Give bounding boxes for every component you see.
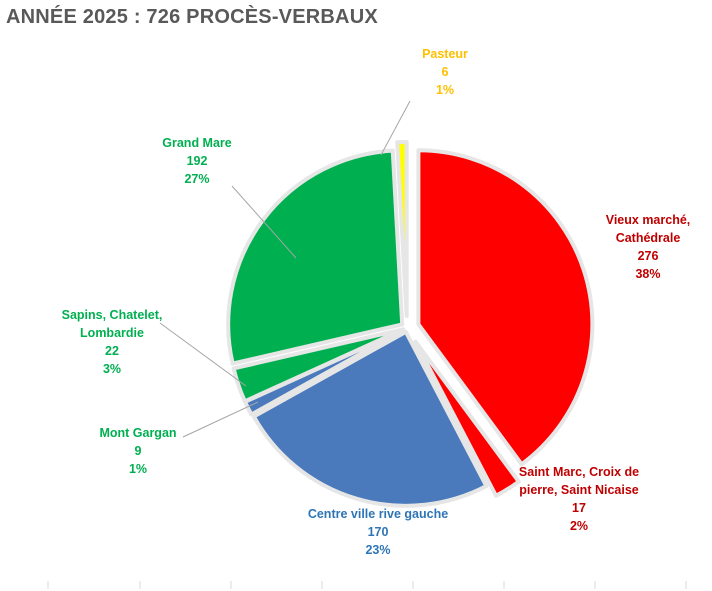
data-label-pasteur: Pasteur 6 1% [422, 47, 468, 97]
data-label-grand-mare: Grand Mare 192 27% [162, 136, 232, 186]
pie-slice-grand-mare [226, 148, 405, 366]
data-label-centre-ville-rive-gauche: Centre ville rive gauche 170 23% [308, 507, 448, 557]
data-label-mont-gargan: Mont Gargan 9 1% [99, 426, 176, 476]
pie-slice-saint-marc-croix-de-pierre-saint-nicaise [413, 339, 521, 498]
leader-line-pasteur [380, 100, 411, 156]
data-label-sapins-chatelet-lombardie: Sapins, Chatelet, Lombardie 22 3% [62, 308, 163, 376]
chart-title: ANNÉE 2025 : 726 PROCÈS-VERBAUX [6, 6, 378, 28]
leader-line-grand-mare [231, 185, 297, 259]
leader-line-sapins-chatelet-lombardie [159, 322, 247, 387]
data-label-vieux-marche-cathedrale: Vieux marché, Cathédrale 276 38% [606, 213, 691, 281]
leader-line-mont-gargan [182, 401, 259, 438]
pie-slice-centre-ville-rive-gauche [251, 329, 489, 508]
data-label-saint-marc-croix-de-pierre-saint-nicaise: Saint Marc, Croix de pierre, Saint Nicais… [519, 465, 639, 533]
pie-slice-sapins-chatelet-lombardie [231, 327, 406, 404]
pie-slice-vieux-marche-cathedrale [416, 148, 595, 467]
pie-slice-pasteur [395, 140, 409, 319]
